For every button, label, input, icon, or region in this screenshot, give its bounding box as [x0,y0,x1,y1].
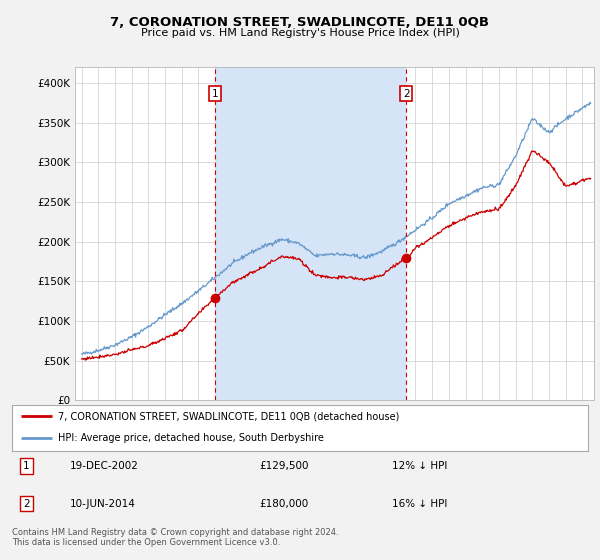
Text: 2: 2 [403,89,409,99]
Text: 10-JUN-2014: 10-JUN-2014 [70,498,136,508]
Text: 19-DEC-2002: 19-DEC-2002 [70,461,139,472]
Text: £180,000: £180,000 [260,498,309,508]
Text: 12% ↓ HPI: 12% ↓ HPI [392,461,448,472]
Text: 7, CORONATION STREET, SWADLINCOTE, DE11 0QB: 7, CORONATION STREET, SWADLINCOTE, DE11 … [110,16,490,29]
Text: £129,500: £129,500 [260,461,309,472]
Bar [215,67,406,400]
Text: HPI: Average price, detached house, South Derbyshire: HPI: Average price, detached house, Sout… [58,433,324,443]
Text: 7, CORONATION STREET, SWADLINCOTE, DE11 0QB (detached house): 7, CORONATION STREET, SWADLINCOTE, DE11 … [58,412,400,421]
Text: 16% ↓ HPI: 16% ↓ HPI [392,498,448,508]
Text: 1: 1 [211,89,218,99]
Text: Contains HM Land Registry data © Crown copyright and database right 2024.
This d: Contains HM Land Registry data © Crown c… [12,528,338,547]
Text: Price paid vs. HM Land Registry's House Price Index (HPI): Price paid vs. HM Land Registry's House … [140,28,460,38]
Text: 2: 2 [23,498,30,508]
Text: 1: 1 [23,461,30,472]
